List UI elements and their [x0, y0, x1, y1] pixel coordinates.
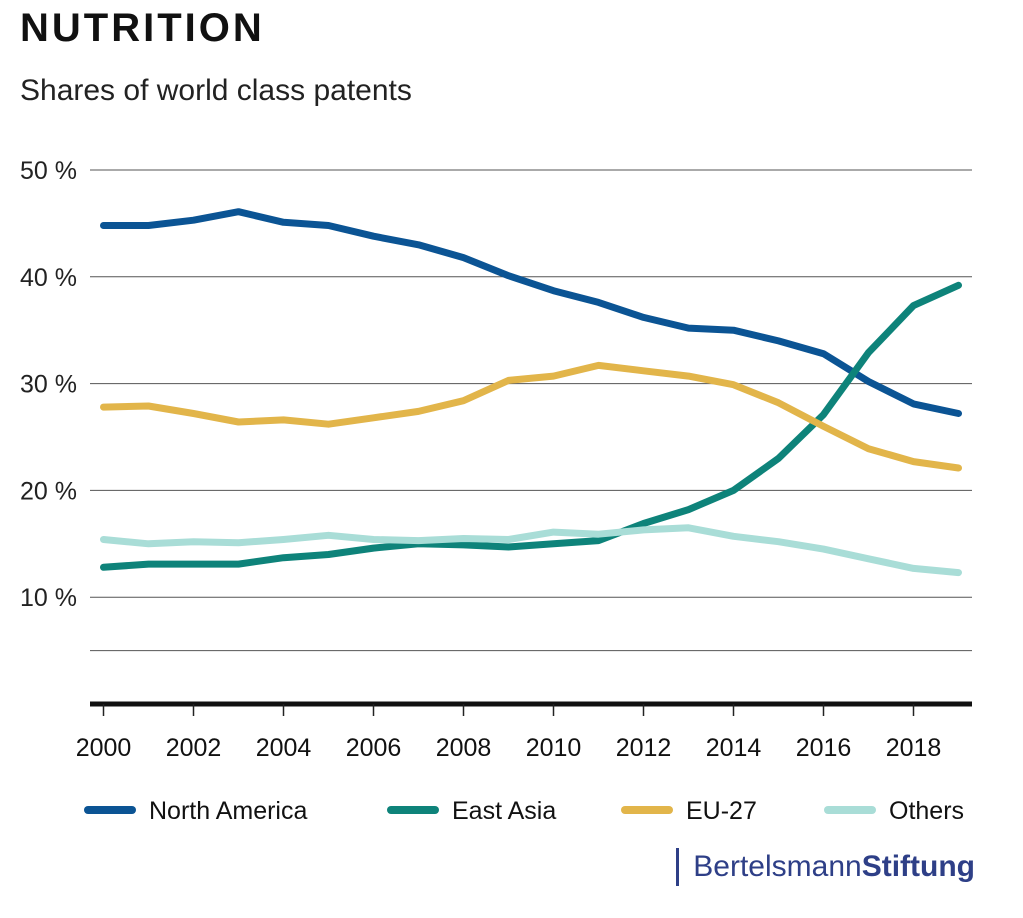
legend-label-east-asia: East Asia [452, 797, 556, 825]
y-tick-label: 10 % [20, 584, 77, 612]
series-line-north-america [100, 208, 962, 417]
x-tick-label: 2018 [886, 734, 942, 762]
series-line-eu-27 [100, 361, 962, 472]
x-tick-label: 2008 [436, 734, 492, 762]
x-tick-label: 2016 [796, 734, 852, 762]
brand-name-light: Bertelsmann [693, 850, 862, 883]
legend-label-eu-27: EU-27 [686, 797, 757, 825]
chart-subtitle: Shares of world class patents [20, 74, 412, 107]
brand-logo: Bertelsmann Stiftung [676, 848, 975, 886]
series-line-others [100, 524, 962, 577]
y-tick-label: 30 % [20, 371, 77, 399]
x-tick-label: 2014 [706, 734, 762, 762]
brand-name-bold: Stiftung [861, 850, 975, 883]
y-tick-label: 40 % [20, 264, 77, 292]
x-tick-label: 2006 [346, 734, 402, 762]
x-tick-label: 2004 [256, 734, 312, 762]
x-tick-label: 2012 [616, 734, 672, 762]
x-tick-label: 2002 [166, 734, 222, 762]
brand-divider [676, 848, 680, 886]
legend-label-others: Others [889, 797, 964, 825]
x-tick-label: 2010 [526, 734, 582, 762]
legend-label-north-america: North America [149, 797, 307, 825]
x-tick-label: 2000 [76, 734, 132, 762]
y-tick-label: 50 % [20, 157, 77, 185]
chart-title: NUTRITION [20, 6, 265, 50]
y-tick-label: 20 % [20, 477, 77, 505]
